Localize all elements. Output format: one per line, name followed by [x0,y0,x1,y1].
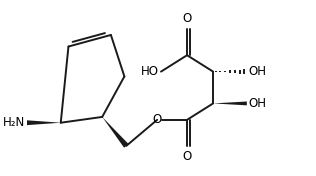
Text: OH: OH [249,65,267,78]
Text: H₂N: H₂N [3,116,25,129]
Text: OH: OH [249,97,267,110]
Text: O: O [182,12,192,25]
Polygon shape [213,102,247,105]
Text: O: O [153,113,162,126]
Polygon shape [102,117,129,148]
Text: O: O [182,150,192,163]
Polygon shape [27,120,61,125]
Text: HO: HO [141,65,159,78]
